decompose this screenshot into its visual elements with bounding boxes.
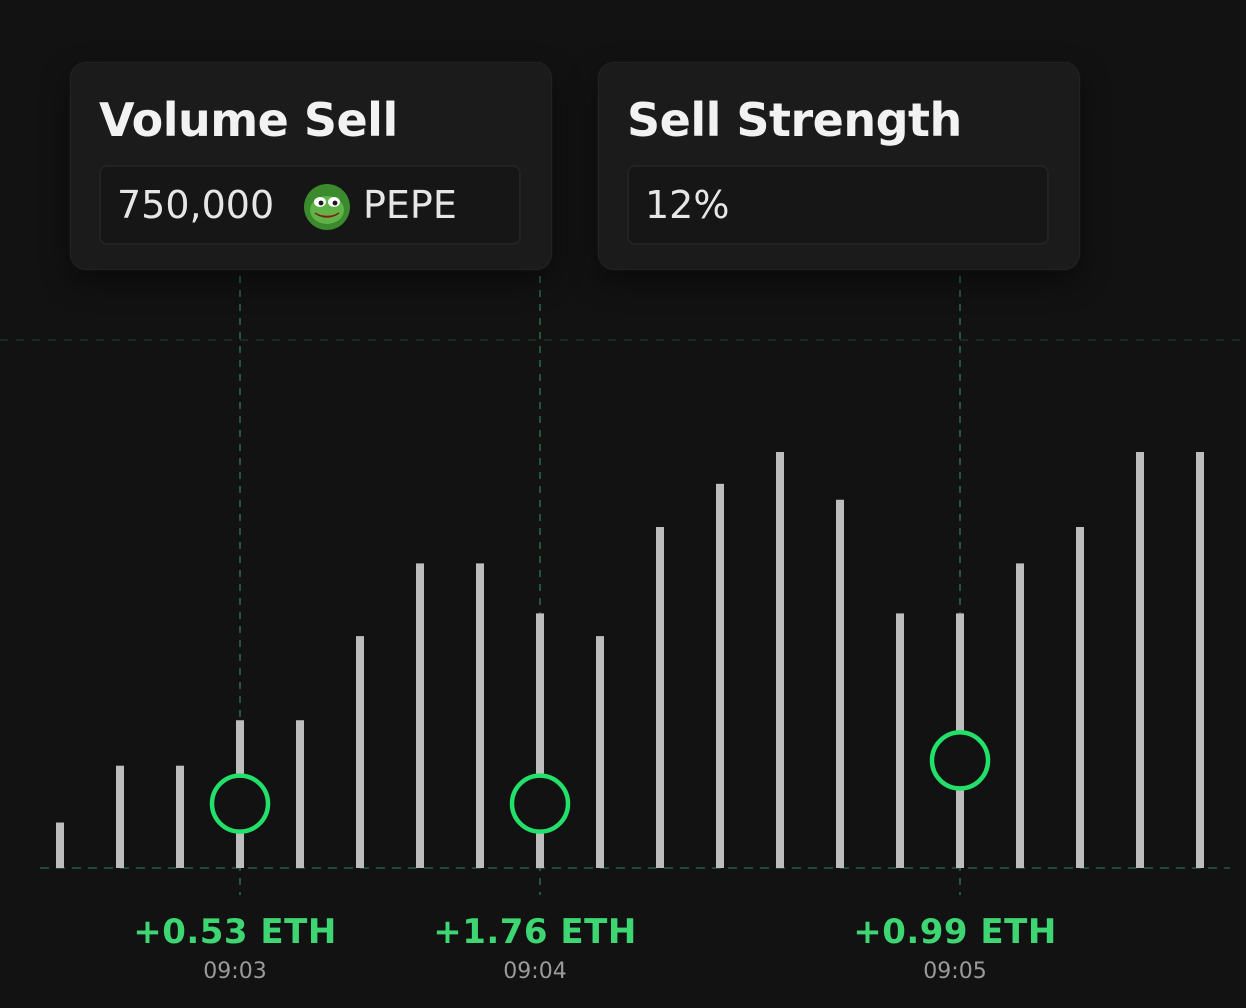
chart-markers	[209, 730, 991, 834]
bar	[776, 452, 784, 868]
sell-strength-title: Sell Strength	[627, 93, 962, 147]
bar	[1016, 563, 1024, 868]
marker-circle	[929, 730, 991, 791]
volume-sell-field[interactable]: 750,000 PEPE	[99, 165, 521, 245]
bar	[1136, 452, 1144, 868]
bar	[896, 613, 904, 868]
bar	[1076, 527, 1084, 868]
marker-circle	[209, 773, 271, 834]
bar	[656, 527, 664, 868]
sell-strength-value: 12%	[645, 183, 730, 227]
bar	[476, 563, 484, 868]
bar	[296, 720, 304, 868]
sell-strength-field[interactable]: 12%	[627, 165, 1049, 245]
pepe-frog-icon	[304, 184, 350, 230]
bar	[356, 636, 364, 868]
sell-strength-card: Sell Strength 12%	[598, 62, 1080, 270]
bar	[176, 765, 184, 868]
time-label: 09:04	[503, 959, 567, 984]
volume-sell-value: 750,000	[117, 183, 275, 227]
bar	[836, 499, 844, 868]
chart-guides	[0, 262, 1246, 895]
eth-amount-label: +0.53 ETH	[133, 912, 337, 952]
token-symbol: PEPE	[363, 183, 457, 227]
marker-circle	[509, 773, 571, 834]
time-label: 09:03	[203, 959, 267, 984]
volume-sell-card: Volume Sell 750,000 PEPE	[70, 62, 552, 270]
bar	[536, 613, 544, 868]
time-label: 09:05	[923, 959, 987, 984]
bar	[416, 563, 424, 868]
chart-bars	[56, 452, 1204, 868]
volume-sell-title: Volume Sell	[99, 93, 398, 147]
bar	[116, 765, 124, 868]
eth-amount-label: +1.76 ETH	[433, 912, 637, 952]
bar	[1196, 452, 1204, 868]
eth-amount-label: +0.99 ETH	[853, 912, 1057, 952]
bar	[56, 822, 64, 868]
bar	[716, 483, 724, 868]
bar	[596, 636, 604, 868]
